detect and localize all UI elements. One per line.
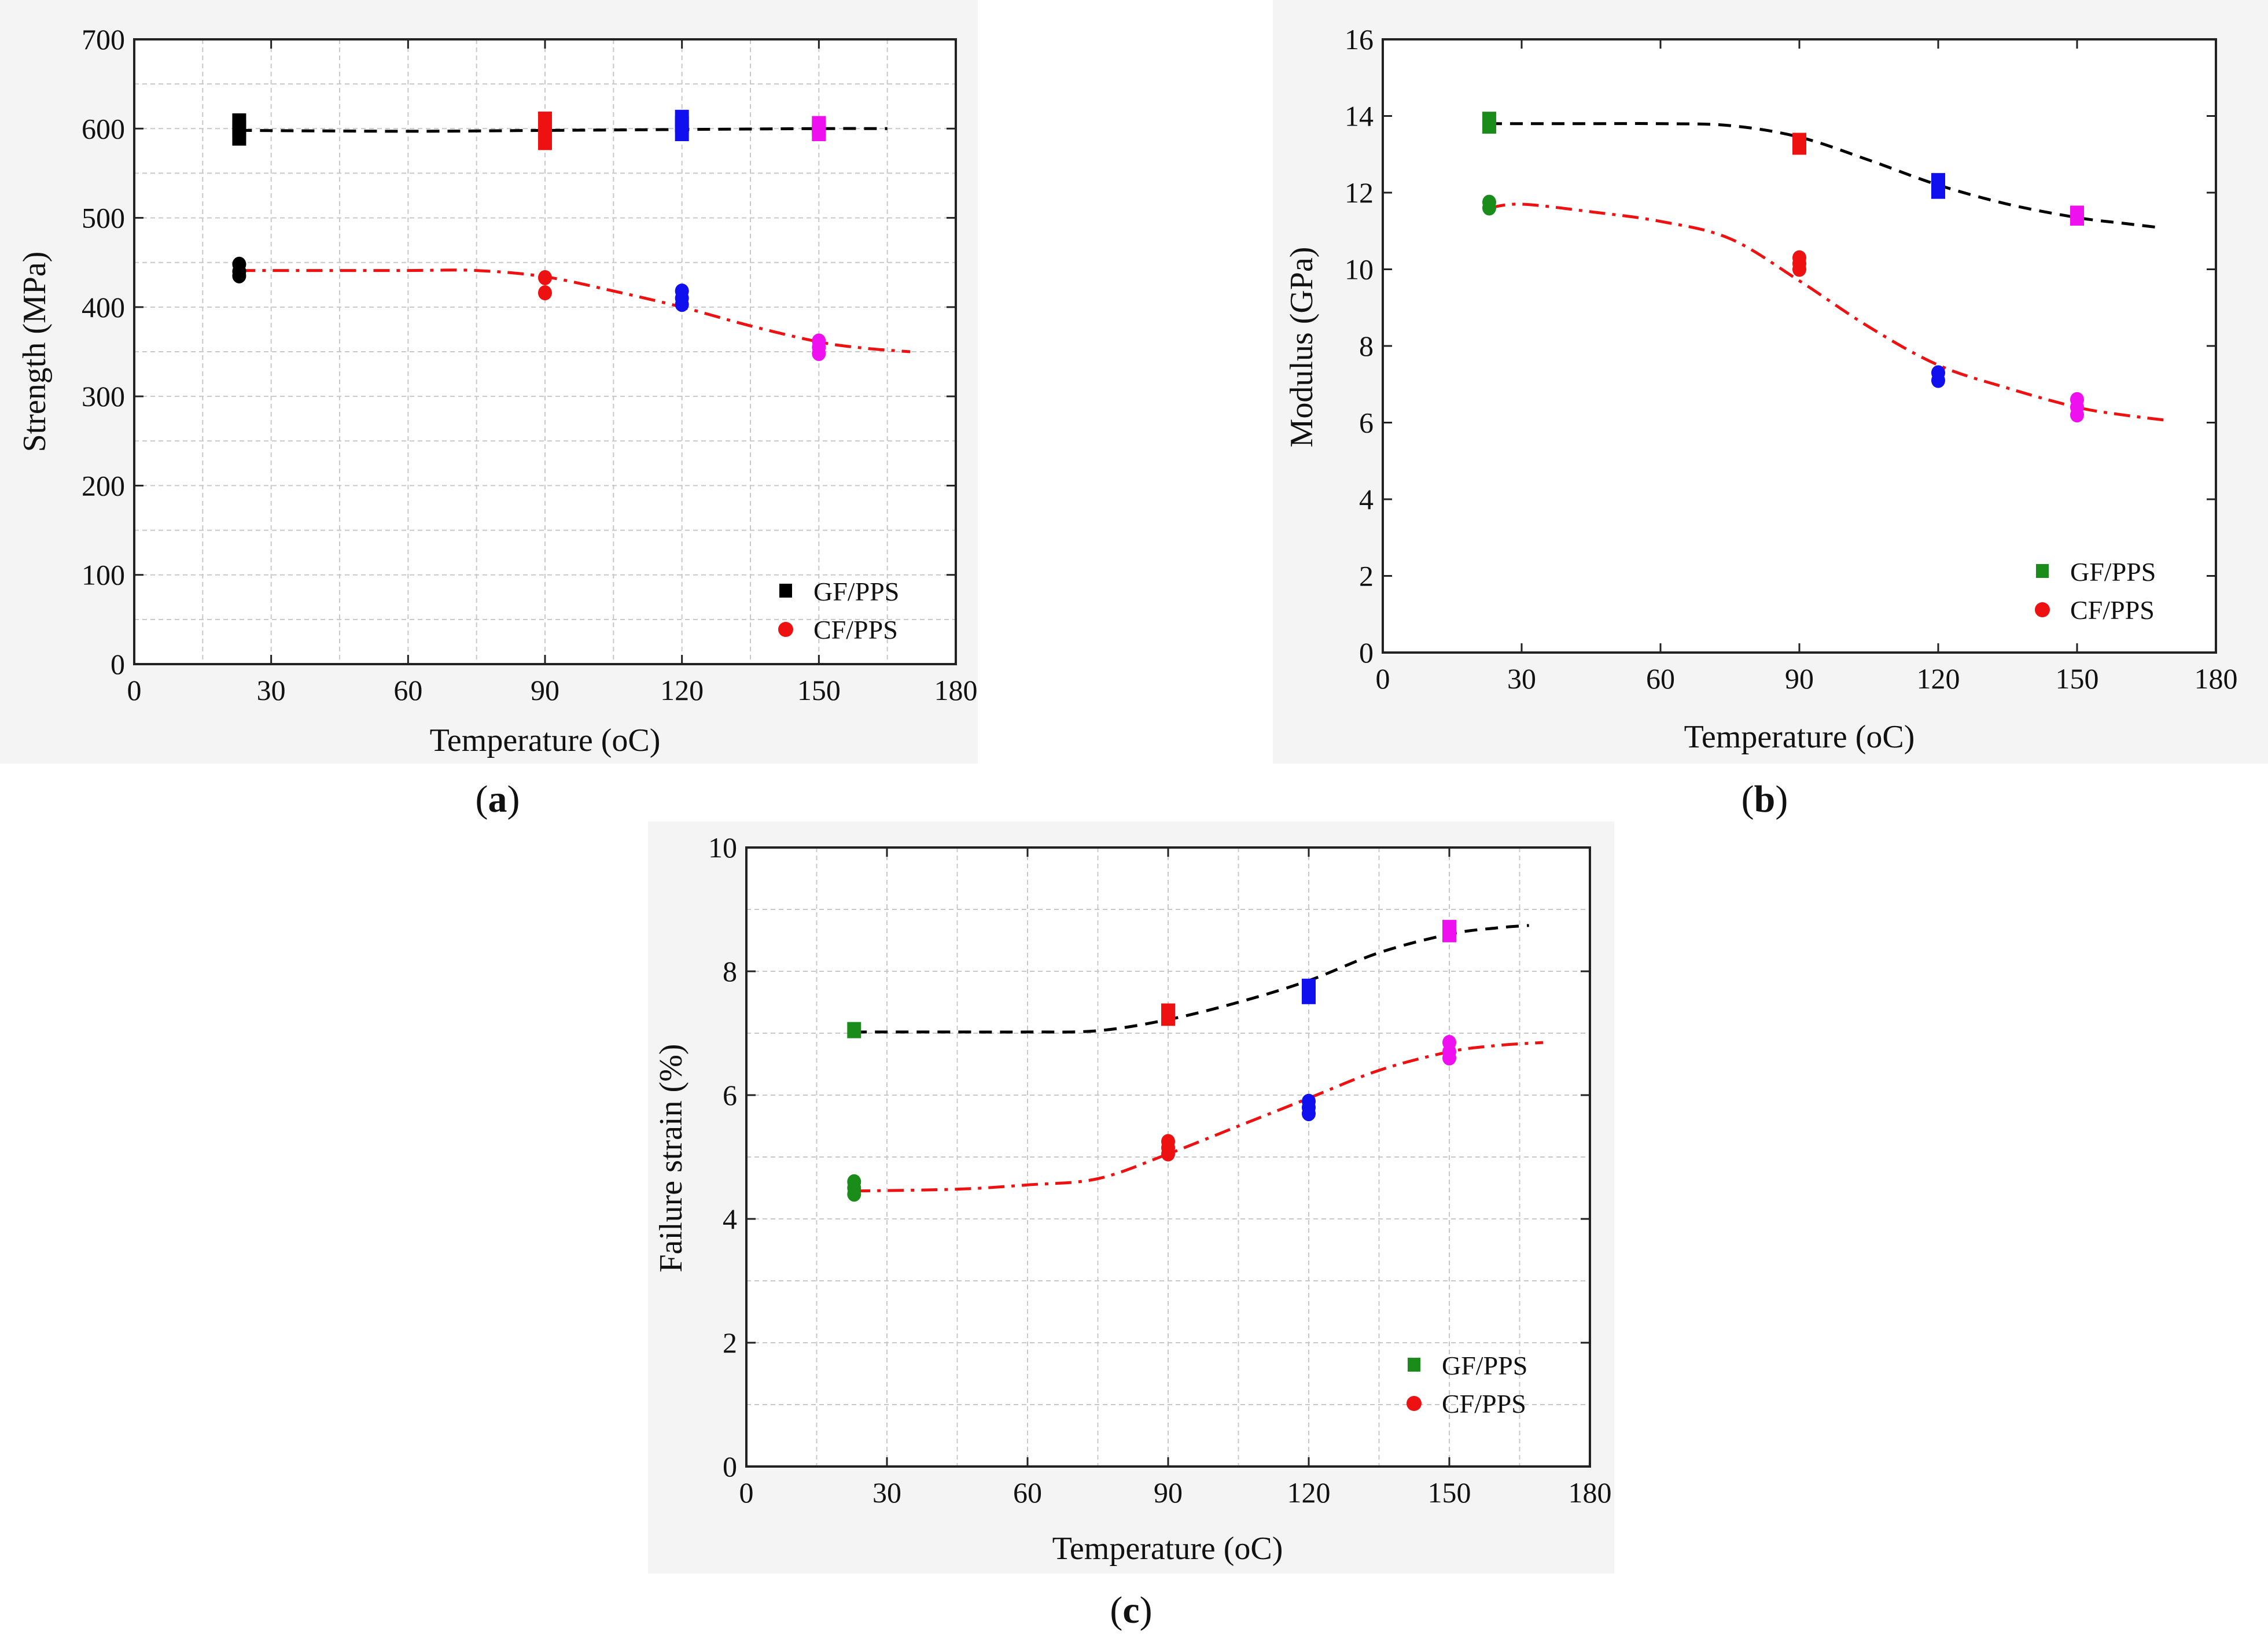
x-tick-label: 120: [1287, 1476, 1331, 1509]
x-tick-label: 0: [1376, 662, 1390, 695]
panel-b-ylabel: Modulus (GPa): [1284, 247, 1320, 448]
y-tick-label: 0: [1359, 636, 1374, 669]
legend-marker-gf-pps: [1408, 1358, 1420, 1372]
panel-b-modulus: 0 30 60 90 120 150 180 0 2 4 6 8 10 12 14 16 GF/PPS CF/P…: [1273, 0, 2268, 820]
point-cf-pps-circle: [2070, 392, 2084, 407]
point-cf-pps-circle: [812, 333, 826, 349]
y-tick-label: 700: [82, 23, 125, 56]
fit-line-cf-pps: [1489, 202, 2170, 422]
panel-c-xlabel: Temperature (oC): [1052, 1531, 1283, 1567]
point-cf-pps-circle: [538, 285, 552, 301]
x-tick-label: 120: [660, 674, 704, 706]
y-tick-label: 0: [111, 648, 125, 680]
x-tick-label: 60: [393, 674, 422, 706]
x-tick-label: 90: [1785, 662, 1814, 695]
panel-b-xlabel: Temperature (oC): [1684, 719, 1915, 755]
y-tick-label: 0: [723, 1450, 737, 1483]
fit-line-cf-pps: [239, 268, 911, 353]
y-tick-label: 6: [1359, 407, 1374, 439]
legend-label-gf-pps: GF/PPS: [813, 577, 899, 606]
y-tick-label: 500: [82, 202, 125, 234]
y-tick-label: 2: [1359, 560, 1374, 592]
point-cf-pps-circle: [675, 283, 689, 299]
y-tick-label: 16: [1345, 23, 1374, 56]
point-cf-pps-circle: [1792, 250, 1806, 266]
x-tick-label: 180: [2195, 662, 2238, 695]
y-tick-label: 8: [1359, 330, 1374, 362]
y-tick-label: 2: [723, 1327, 737, 1359]
x-tick-label: 60: [1013, 1476, 1042, 1509]
fit-line-gf-pps: [1489, 122, 2156, 229]
point-cf-pps-circle: [538, 270, 552, 285]
panel-a-xlabel: Temperature (oC): [430, 723, 661, 758]
point-gf-pps-square: [1161, 1003, 1175, 1020]
point-gf-pps-square: [538, 111, 552, 128]
legend-marker-gf-pps: [2036, 564, 2049, 578]
y-tick-label: 300: [82, 380, 125, 412]
y-tick-label: 100: [82, 559, 125, 591]
point-gf-pps-square: [2070, 205, 2084, 222]
legend-label-gf-pps: GF/PPS: [2070, 557, 2156, 587]
point-gf-pps-square: [812, 116, 826, 132]
legend-marker-cf-pps: [778, 622, 793, 637]
point-cf-pps-circle: [1161, 1134, 1175, 1149]
x-tick-label: 30: [872, 1476, 901, 1509]
y-tick-label: 4: [723, 1203, 737, 1235]
point-cf-pps-circle: [1302, 1093, 1316, 1109]
x-tick-label: 30: [1507, 662, 1536, 695]
legend-marker-gf-pps: [779, 584, 792, 598]
x-tick-label: 150: [2056, 662, 2099, 695]
x-tick-label: 90: [1154, 1476, 1183, 1509]
y-tick-label: 4: [1359, 483, 1374, 515]
y-tick-label: 6: [723, 1079, 737, 1111]
panel-a-strength: 0 30 60 90 120 150 180 0 100 200 300 400 500 600 700 G…: [0, 0, 978, 820]
x-tick-label: 180: [1569, 1476, 1612, 1509]
point-gf-pps-square: [1302, 978, 1316, 995]
legend-label-cf-pps: CF/PPS: [1442, 1389, 1526, 1418]
legend-label-cf-pps: CF/PPS: [2070, 595, 2155, 625]
x-tick-label: 0: [127, 674, 142, 706]
legend-label-cf-pps: CF/PPS: [813, 615, 898, 644]
y-tick-label: 10: [1345, 253, 1374, 286]
panel-c-failure-strain: 0 30 60 90 120 150 180 0 2 4 6 8 10 GF/PPS CF/PPS Tem…: [648, 821, 1614, 1631]
x-tick-label: 60: [1646, 662, 1675, 695]
panel-c-ylabel: Failure strain (%): [653, 1044, 689, 1273]
y-tick-label: 400: [82, 291, 125, 323]
point-gf-pps-square: [1442, 920, 1456, 937]
fit-line-gf-pps: [239, 127, 888, 133]
y-tick-label: 12: [1345, 176, 1374, 209]
panel-a-ylabel: Strength (MPa): [17, 252, 53, 452]
x-tick-label: 150: [797, 674, 841, 706]
panel-c-caption: (c): [1110, 1589, 1152, 1631]
y-tick-label: 10: [708, 831, 737, 864]
y-tick-label: 14: [1345, 100, 1374, 132]
x-tick-label: 180: [934, 674, 978, 706]
legend-marker-cf-pps: [2035, 602, 2050, 617]
x-tick-label: 30: [257, 674, 286, 706]
y-tick-label: 8: [723, 955, 737, 988]
point-cf-pps-circle: [232, 256, 246, 272]
point-gf-pps-square: [1931, 173, 1945, 190]
point-gf-pps-square: [675, 109, 689, 126]
x-tick-label: 120: [1917, 662, 1960, 695]
y-tick-label: 200: [82, 469, 125, 502]
point-cf-pps-circle: [1442, 1035, 1456, 1051]
x-tick-label: 150: [1428, 1476, 1471, 1509]
panel-b-caption: (b): [1742, 778, 1788, 820]
point-cf-pps-circle: [847, 1174, 861, 1189]
legend-marker-cf-pps: [1407, 1396, 1422, 1411]
y-tick-label: 600: [82, 112, 125, 145]
point-gf-pps-square: [232, 113, 246, 130]
panel-a-caption: (a): [476, 778, 520, 820]
x-tick-label: 0: [739, 1476, 754, 1509]
point-gf-pps-square: [1482, 112, 1496, 128]
point-cf-pps-circle: [1931, 365, 1945, 381]
point-gf-pps-square: [1792, 132, 1806, 149]
legend-label-gf-pps: GF/PPS: [1442, 1351, 1527, 1380]
point-gf-pps-square: [847, 1022, 861, 1038]
x-tick-label: 90: [531, 674, 559, 706]
point-cf-pps-circle: [1482, 194, 1496, 210]
